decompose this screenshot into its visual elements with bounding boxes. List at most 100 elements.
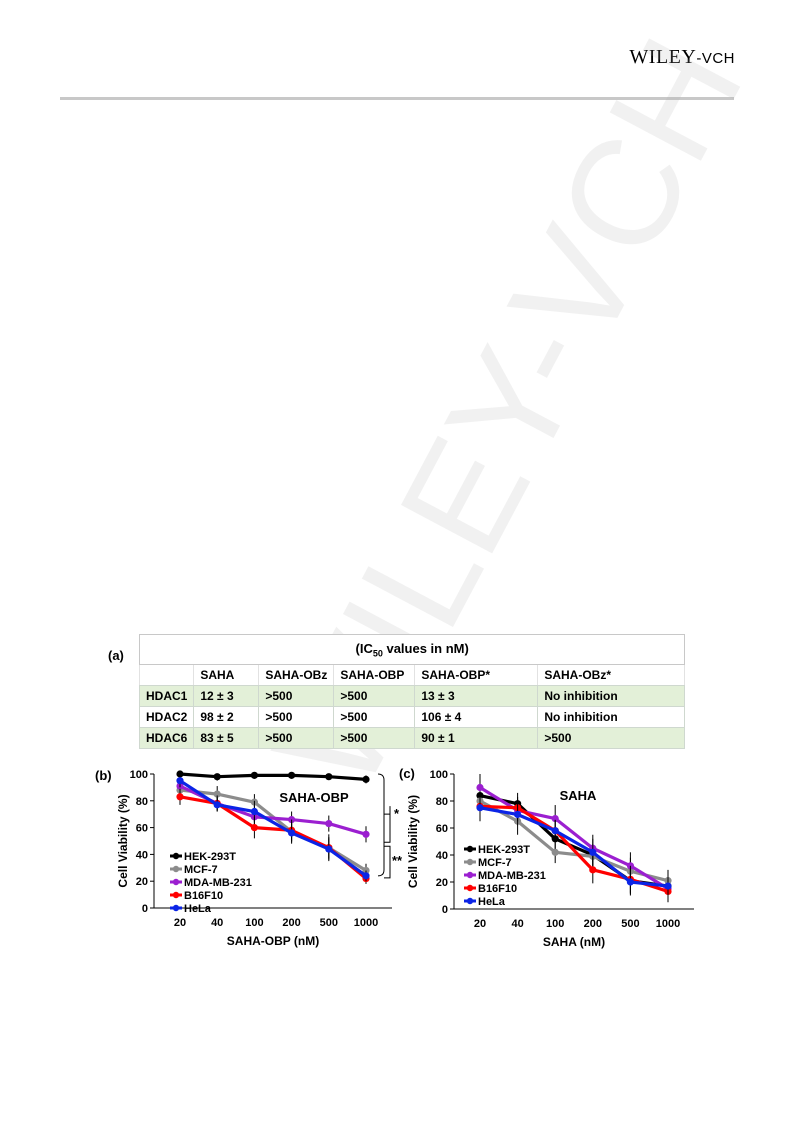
y-tick-label: 0 [442,904,448,916]
data-point-mcf-7 [362,866,370,875]
series-line-hela [479,806,669,888]
table-row: HDAC6 83 ± 5 >500 >500 90 ± 1 >500 [138,727,686,749]
data-point-hela [213,801,221,809]
legend-label-hek-293t: HEK-293T [184,851,236,863]
table-cell: HDAC1 [138,685,195,707]
x-axis-label: SAHA-OBP (nM) [227,934,319,948]
table-cell: 106 ± 4 [414,706,539,728]
publisher-logo: WILEY-VCH [629,46,735,69]
x-tick-label: 500 [621,918,639,930]
data-point-hela [325,845,333,853]
table-cell: 12 ± 3 [193,685,260,707]
table-cell: 83 ± 5 [193,727,260,749]
legend-marker-hek-293t [466,845,474,853]
table-cell: 13 ± 3 [414,685,539,707]
legend-marker-mcf-7 [466,858,474,866]
legend-marker-b16f10 [466,884,474,892]
table-cell: >500 [537,727,686,749]
panel-label-b: (b) [95,768,112,783]
significance-bracket [384,806,391,843]
data-point-hela [664,882,672,890]
legend-label-mda-mb-231: MDA-MB-231 [184,877,252,889]
legend-label-mcf-7: MCF-7 [478,857,512,869]
data-point-mcf-7 [551,848,559,856]
data-point-hek-293t [213,773,221,781]
x-tick-label: 100 [546,918,564,930]
table-row: HDAC2 98 ± 2 >500 >500 106 ± 4 No inhibi… [138,706,686,728]
legend-marker-mcf-7 [172,865,180,873]
y-tick-label: 100 [430,769,448,781]
legend-label-hela: HeLa [184,903,212,915]
data-point-b16f10 [589,866,597,874]
table-cell: >500 [333,706,416,728]
x-tick-label: 40 [511,918,523,930]
panel-label-c: (c) [399,766,415,781]
x-tick-label: 40 [211,917,223,929]
table-cell: HDAC6 [138,727,195,749]
y-axis-label: Cell Viability (%) [116,794,130,887]
y-tick-label: 40 [136,849,148,861]
data-point-mda-mb-231 [476,783,484,792]
significance-bracket [384,845,391,879]
legend-label-hek-293t: HEK-293T [478,844,530,856]
panel-label-a: (a) [108,648,124,663]
data-point-hela [626,878,634,886]
data-point-b16f10 [250,824,258,832]
data-point-hek-293t [362,775,370,783]
table-title: (IC50 values in nM) [138,634,686,665]
data-point-hela [288,829,296,837]
x-tick-label: 1000 [656,918,680,930]
table-row: HDAC1 12 ± 3 >500 >500 13 ± 3 No inhibit… [138,685,686,707]
data-point-hela [551,827,559,835]
legend-marker-b16f10 [172,891,180,899]
table-header: SAHA-OBP* [414,664,539,686]
legend-label-b16f10: B16F10 [478,883,517,895]
y-tick-label: 100 [130,769,148,781]
table-header: SAHA [193,664,260,686]
annotation-single-star: * [394,806,400,821]
legend-marker-mda-mb-231 [466,871,474,879]
data-point-mda-mb-231 [551,814,559,823]
data-point-hela [476,804,484,812]
x-tick-label: 1000 [354,917,378,929]
y-tick-label: 60 [136,823,148,835]
y-tick-label: 0 [142,903,148,915]
significance-bracket [377,773,385,877]
x-tick-label: 20 [174,917,186,929]
legend-label-mda-mb-231: MDA-MB-231 [478,870,546,882]
series-line-hela [179,779,367,878]
y-axis-label: Cell Viability (%) [408,795,420,888]
chart-title: SAHA [560,788,597,803]
data-point-b16f10 [176,793,184,801]
table-cell: No inhibition [537,685,686,707]
chart-title: SAHA-OBP [279,790,349,805]
ic50-table: (IC50 values in nM) SAHA SAHA-OBz SAHA-O… [138,634,686,749]
table-header: SAHA-OBz [258,664,335,686]
x-tick-label: 200 [282,917,300,929]
legend-marker-hek-293t [172,852,180,860]
data-point-mcf-7 [213,790,221,798]
data-point-hela [514,810,522,819]
table-header: SAHA-OBP [333,664,416,686]
legend-label-b16f10: B16F10 [184,890,223,902]
logo-main: WILEY [629,46,697,68]
data-point-hek-293t [325,773,333,781]
legend-marker-mda-mb-231 [172,878,180,886]
legend-marker-hela [466,897,474,905]
header-rule [60,97,734,100]
table-cell: 90 ± 1 [414,727,539,749]
table-header: SAHA-OBz* [537,664,686,686]
x-tick-label: 100 [245,917,263,929]
y-tick-label: 20 [436,877,448,889]
table-cell: No inhibition [537,706,686,728]
x-tick-label: 500 [320,917,338,929]
data-point-hek-293t [288,771,296,779]
series-line-mcf-7 [479,799,669,883]
y-tick-label: 80 [136,796,148,808]
table-cell: >500 [333,685,416,707]
x-tick-label: 200 [584,918,602,930]
y-tick-label: 80 [436,796,448,808]
table-cell: >500 [258,706,335,728]
table-cell: HDAC2 [138,706,195,728]
x-axis-label: SAHA (nM) [543,935,605,949]
